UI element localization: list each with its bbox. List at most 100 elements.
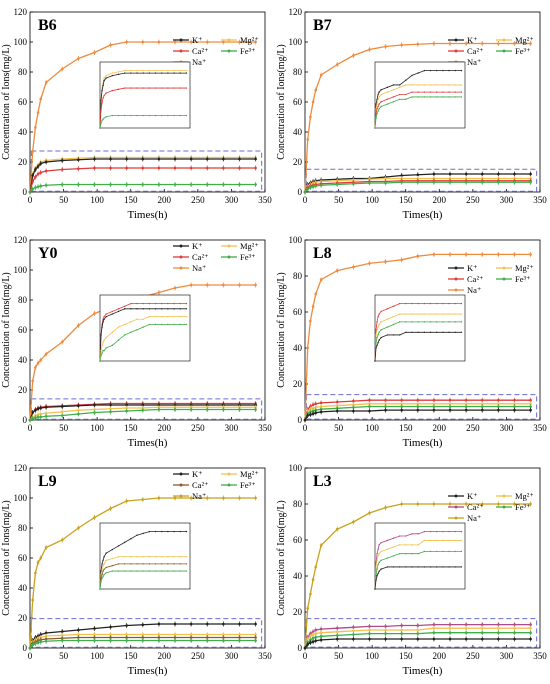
panel-title: B6 <box>38 17 57 34</box>
x-tick-label: 50 <box>59 423 69 433</box>
inset-data-point <box>185 570 188 572</box>
inset-data-point <box>436 302 438 305</box>
data-point <box>77 628 80 632</box>
inset-data-point <box>376 344 378 347</box>
data-point <box>173 496 177 500</box>
data-point <box>319 405 323 408</box>
inset-data-point <box>136 563 138 565</box>
data-point <box>109 507 112 510</box>
inset-data-point <box>101 344 103 347</box>
data-point <box>60 538 64 542</box>
data-point <box>205 183 209 186</box>
data-point <box>222 622 225 626</box>
data-point <box>335 634 339 637</box>
inset-data-point <box>136 556 138 558</box>
data-point <box>189 622 193 626</box>
data-point <box>464 623 468 626</box>
x-tick-label: 0 <box>303 195 308 205</box>
inset-data-point <box>376 575 378 577</box>
inset-data-point <box>130 69 132 72</box>
data-point <box>352 520 355 524</box>
legend-marker <box>179 472 183 476</box>
inset-data-point <box>392 566 395 568</box>
inset-data-point <box>423 539 426 542</box>
legend-label: Ca²⁺ <box>467 46 484 56</box>
inset-data-point <box>378 339 380 341</box>
data-point <box>335 407 339 410</box>
data-point <box>309 319 312 323</box>
data-point <box>314 408 318 412</box>
inset-data-point <box>179 69 181 72</box>
legend-marker <box>179 255 183 259</box>
inset-data-point <box>123 334 126 336</box>
inset-data-point <box>161 69 163 72</box>
data-point <box>319 73 323 77</box>
inset-data-point <box>375 112 377 115</box>
inset-data-point <box>405 321 407 323</box>
inset-data-point <box>442 321 444 323</box>
data-point <box>384 628 387 632</box>
legend-label: Na⁺ <box>467 513 482 523</box>
data-point <box>173 633 177 636</box>
legend-label: K⁺ <box>192 35 203 45</box>
inset-data-point <box>100 99 102 102</box>
inset-data-point <box>102 318 104 320</box>
x-tick-label: 150 <box>124 651 138 661</box>
data-point <box>39 162 43 165</box>
inset-data-point <box>117 310 120 313</box>
data-point <box>125 183 128 186</box>
legend-label: Na⁺ <box>467 285 482 295</box>
inset-data-point <box>105 566 107 569</box>
inset-data-point <box>167 114 169 117</box>
data-point <box>125 166 128 170</box>
inset-data-point <box>448 539 450 542</box>
inset-data-point <box>411 96 413 98</box>
data-point <box>309 641 312 644</box>
inset-data-point <box>167 69 169 72</box>
data-point <box>416 398 420 402</box>
data-point <box>189 408 193 411</box>
inset-data-point <box>136 570 138 572</box>
data-point <box>141 403 145 407</box>
inset-data-point <box>161 556 163 558</box>
inset-data-point <box>460 96 463 98</box>
inset-data-point <box>105 315 107 318</box>
inset-data-point <box>448 530 450 533</box>
inset-data-point <box>411 74 413 77</box>
data-point <box>480 42 484 45</box>
data-point <box>309 632 312 635</box>
data-point <box>36 361 40 365</box>
plot-frame <box>304 239 541 421</box>
inset-data-point <box>130 570 132 572</box>
data-point <box>480 626 484 630</box>
data-point <box>60 183 64 186</box>
inset-data-point <box>386 98 389 101</box>
x-axis-label: Times(h) <box>403 665 443 677</box>
data-point <box>125 624 128 627</box>
inset-data-point <box>136 534 138 536</box>
data-point <box>44 639 48 643</box>
data-point <box>60 340 64 344</box>
y-axis-label: Concentration of Ions(mg/L) <box>276 44 287 160</box>
data-point <box>464 402 468 406</box>
y-tick-label: 80 <box>18 523 28 533</box>
data-point <box>368 48 371 51</box>
data-point <box>189 636 193 639</box>
data-point <box>189 157 193 161</box>
inset-data-point <box>398 98 401 101</box>
inset-data-point <box>378 552 380 555</box>
data-point <box>125 633 128 636</box>
inset-data-point <box>142 72 144 74</box>
data-point <box>319 631 323 634</box>
legend-marker <box>502 277 506 281</box>
inset-data-point <box>417 321 419 323</box>
data-point <box>109 407 112 411</box>
y-tick-label: 60 <box>293 307 303 317</box>
data-point <box>384 260 387 263</box>
data-point <box>60 633 64 637</box>
data-point <box>39 358 43 362</box>
data-point <box>335 404 339 407</box>
inset-data-point <box>103 339 105 341</box>
data-point <box>368 262 371 265</box>
inset-data-point <box>376 328 378 331</box>
